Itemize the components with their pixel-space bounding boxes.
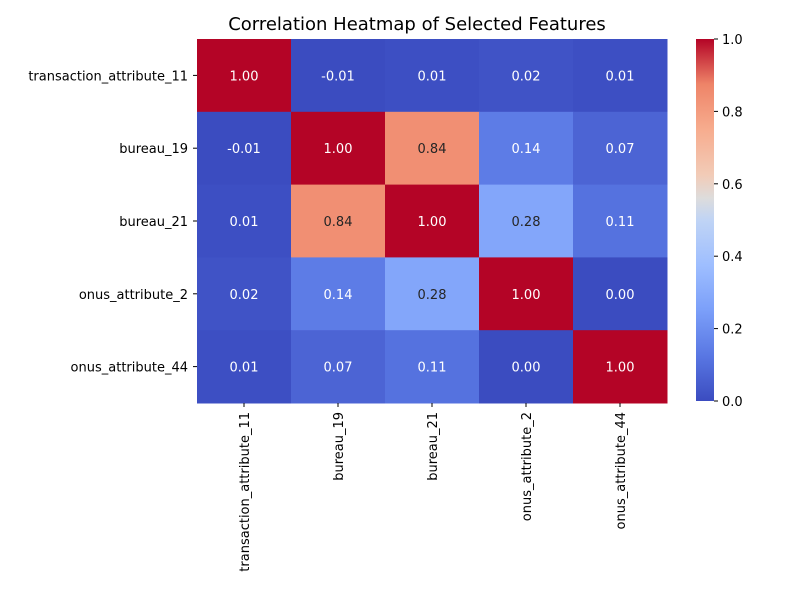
heatmap-cells: 1.00 -0.01 0.01 0.02 0.01 -0.01 1.00 0.84 0.14 0.… [197, 39, 668, 404]
cell-value-label: 0.14 [512, 142, 541, 157]
heatmap-cell [291, 330, 386, 404]
heatmap-cell [573, 330, 668, 404]
cell-value-label: 0.84 [324, 215, 353, 230]
cell-value-label: 1.00 [418, 215, 447, 230]
colorbar-tick-label: 0.6 [722, 178, 743, 193]
cell-value-label: 0.07 [324, 361, 353, 376]
colorbar-gradient [696, 39, 714, 401]
colorbar-tick-label: 1.0 [722, 33, 743, 48]
cell-value-label: 0.02 [230, 288, 259, 303]
column-tick-label: onus_attribute_2 [520, 412, 535, 521]
cell-value-label: 0.00 [512, 361, 541, 376]
cell-value-label: 0.00 [606, 288, 635, 303]
colorbar: 0.0 0.2 0.4 0.6 0.8 1.0 [696, 33, 743, 410]
cell-value-label: 0.14 [324, 288, 353, 303]
heatmap-cell [385, 330, 480, 404]
column-tick-label: onus_attribute_44 [614, 412, 629, 529]
cell-value-label: 1.00 [512, 288, 541, 303]
cell-value-label: 1.00 [324, 142, 353, 157]
cell-value-label: 0.07 [606, 142, 635, 157]
heatmap-cell [197, 330, 292, 404]
row-tick-label: onus_attribute_44 [71, 361, 188, 376]
heatmap-cell [573, 257, 668, 331]
column-tick-label: bureau_21 [426, 412, 441, 481]
cell-value-label: 1.00 [230, 69, 259, 84]
row-tick-label: bureau_21 [119, 215, 188, 230]
heatmap-cell [291, 257, 386, 331]
cell-value-label: -0.01 [227, 142, 261, 157]
column-tick-label: bureau_19 [332, 412, 347, 481]
heatmap-cell [573, 39, 668, 113]
cell-value-label: 0.11 [606, 215, 635, 230]
row-labels: transaction_attribute_11 bureau_19 bureau_… [28, 69, 197, 376]
heatmap-cell [197, 257, 292, 331]
colorbar-tick-label: 0.8 [722, 105, 743, 120]
heatmap-cell [291, 39, 386, 113]
heatmap-cell [479, 330, 574, 404]
column-labels: transaction_attribute_11 bureau_19 bureau_… [238, 403, 629, 572]
row-tick-label: transaction_attribute_11 [28, 69, 188, 84]
heatmap-cell [385, 111, 480, 186]
heatmap-cell [479, 257, 574, 331]
cell-value-label: 1.00 [606, 361, 635, 376]
column-tick-label: transaction_attribute_11 [238, 412, 253, 572]
heatmap-cell [291, 184, 386, 258]
heatmap-cell [291, 111, 386, 186]
colorbar-tick-label: 0.0 [722, 395, 743, 410]
cell-value-label: 0.01 [418, 69, 447, 84]
heatmap-cell [479, 111, 574, 186]
heatmap-cell [573, 184, 668, 258]
cell-value-label: 0.02 [512, 69, 541, 84]
heatmap-cell [197, 111, 292, 186]
colorbar-tick-label: 0.2 [722, 323, 743, 338]
cell-value-label: -0.01 [321, 69, 355, 84]
cell-value-label: 0.01 [606, 69, 635, 84]
heatmap-cell [479, 39, 574, 113]
cell-value-label: 0.01 [230, 361, 259, 376]
cell-value-label: 0.84 [418, 142, 447, 157]
cell-value-label: 0.01 [230, 215, 259, 230]
cell-value-label: 0.28 [512, 215, 541, 230]
row-tick-label: bureau_19 [119, 142, 188, 157]
cell-value-label: 0.28 [418, 288, 447, 303]
cell-value-label: 0.11 [418, 361, 447, 376]
heatmap-cell [573, 111, 668, 186]
row-tick-label: onus_attribute_2 [79, 288, 188, 303]
heatmap-cell [385, 257, 480, 331]
heatmap-cell [479, 184, 574, 258]
heatmap-cell [385, 39, 480, 113]
heatmap-cell [385, 184, 480, 258]
colorbar-tick-label: 0.4 [722, 250, 743, 265]
chart-title: Correlation Heatmap of Selected Features [228, 14, 606, 35]
heatmap-cell [197, 39, 292, 113]
heatmap-cell [197, 184, 292, 258]
